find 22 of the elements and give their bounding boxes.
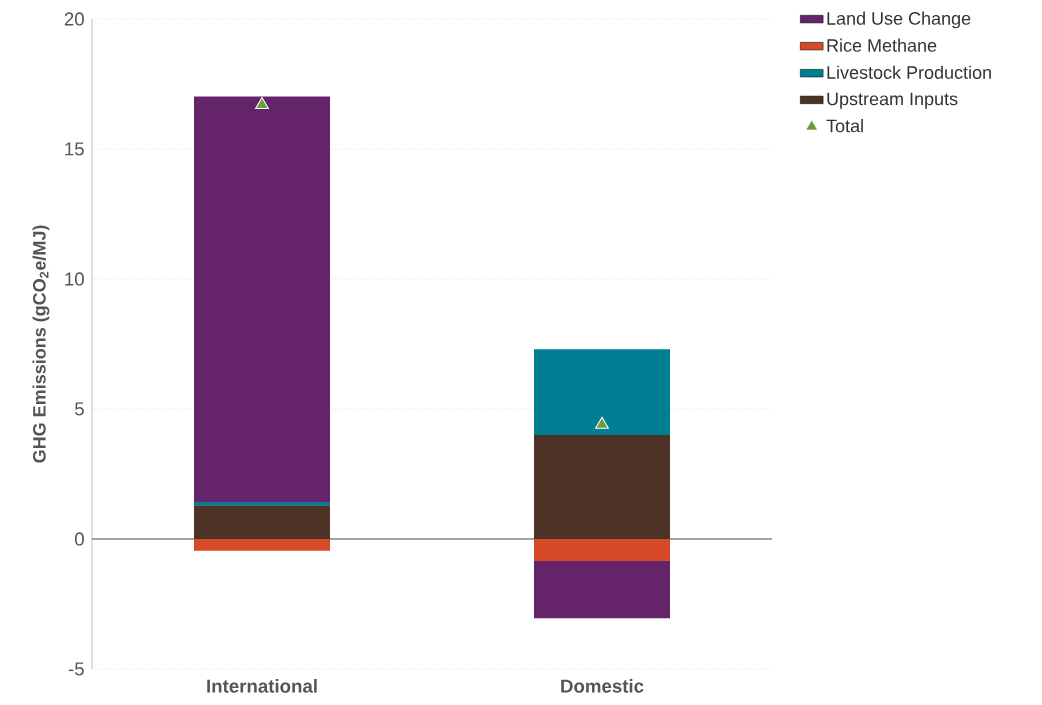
bar	[194, 505, 331, 539]
y-tick-label: 20	[64, 12, 84, 26]
bar	[194, 96, 331, 503]
y-tick-label: 0	[74, 532, 84, 546]
y-tick-label: 10	[65, 272, 84, 286]
bar	[194, 502, 331, 506]
bar	[534, 538, 670, 562]
y-tick-label: 5	[75, 402, 84, 416]
y-axis-title: GHG Emissions (gCO$_{2}$e/MJ)	[32, 225, 50, 463]
legend-label: Land Use Change	[827, 11, 971, 29]
bar	[534, 349, 670, 435]
legend-label: Total	[826, 119, 863, 133]
x-tick-label: Domestic	[561, 679, 644, 693]
y-tick-label: 15	[65, 142, 84, 156]
legend-label: Rice Methane	[827, 38, 937, 52]
bar	[534, 561, 670, 619]
bar	[194, 538, 331, 551]
x-tick-label: International	[207, 679, 317, 693]
legend-label: Upstream Inputs	[827, 92, 958, 109]
legend-label: Livestock Production	[827, 65, 991, 79]
y-tick-label: -5	[68, 662, 84, 676]
bar	[534, 434, 670, 539]
